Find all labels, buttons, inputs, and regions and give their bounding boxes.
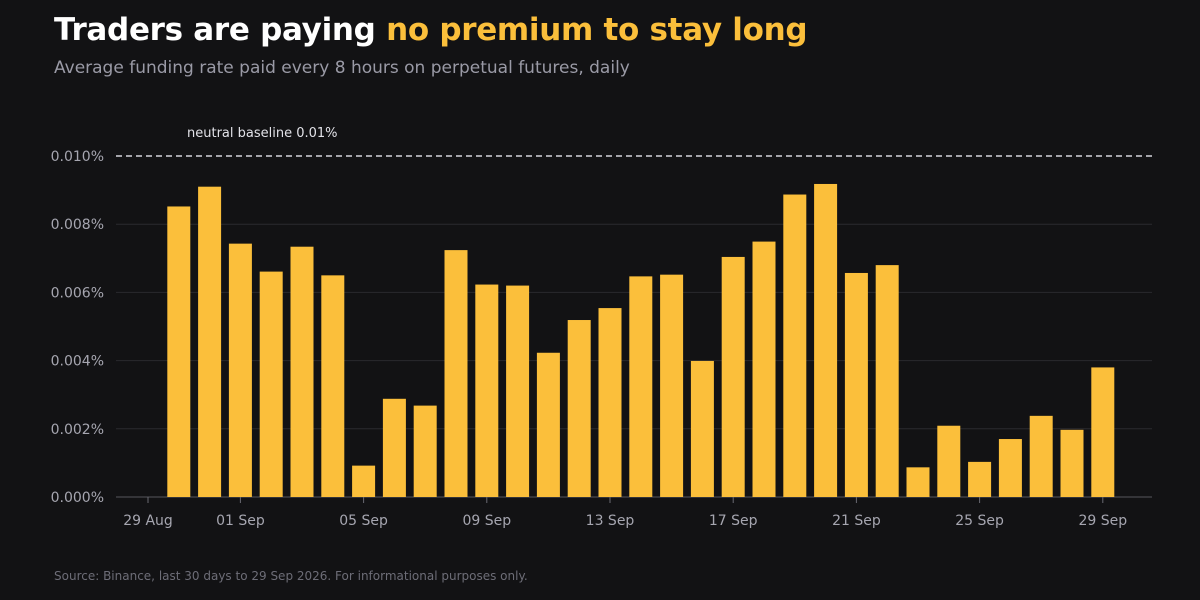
- bar: [844, 272, 868, 497]
- x-tick-label: 29 Aug: [123, 513, 173, 529]
- bar: [783, 194, 807, 497]
- bar: [1091, 367, 1115, 497]
- x-tick-label: 01 Sep: [216, 513, 265, 529]
- bar: [906, 467, 930, 497]
- bar-chart: 0.000% 0.002% 0.004% 0.006% 0.008% 0.010% neut…: [51, 126, 1152, 529]
- bar: [198, 186, 222, 497]
- y-tick-label: 0.006%: [51, 285, 104, 301]
- bar: [690, 360, 714, 497]
- bar: [167, 206, 191, 497]
- bar: [259, 271, 283, 497]
- bar: [752, 241, 776, 497]
- title-highlight: no premium to stay long: [386, 12, 808, 48]
- bar: [937, 425, 961, 497]
- bar: [721, 256, 745, 497]
- source-note: Source: Binance, last 30 days to 29 Sep …: [54, 569, 528, 583]
- bar: [352, 465, 376, 497]
- y-tick-label: 0.008%: [51, 217, 104, 233]
- x-tick-label: 25 Sep: [955, 513, 1004, 529]
- bar: [444, 250, 468, 497]
- x-tick-label: 29 Sep: [1078, 513, 1127, 529]
- bar: [629, 276, 653, 497]
- bar: [998, 439, 1022, 497]
- chart-title: Traders are paying no premium to stay lo…: [54, 12, 808, 48]
- bar: [875, 265, 899, 497]
- bar: [968, 461, 992, 497]
- bar: [660, 274, 684, 497]
- bar: [321, 275, 345, 497]
- bar: [290, 246, 314, 497]
- title-prefix: Traders are paying: [54, 12, 387, 48]
- bar: [475, 284, 499, 497]
- x-tick-label: 13 Sep: [586, 513, 635, 529]
- y-tick-label: 0.010%: [51, 149, 104, 165]
- bar: [413, 405, 437, 497]
- neutral-baseline-label: neutral baseline 0.01%: [187, 126, 338, 141]
- bar: [506, 285, 530, 497]
- x-tick-label: 17 Sep: [709, 513, 758, 529]
- y-tick-label: 0.000%: [51, 490, 104, 506]
- bar: [382, 398, 406, 497]
- x-tick-label: 21 Sep: [832, 513, 881, 529]
- x-tick-label: 09 Sep: [462, 513, 511, 529]
- bar: [1029, 415, 1053, 497]
- bar: [598, 308, 622, 497]
- bar: [814, 183, 838, 497]
- y-tick-label: 0.004%: [51, 354, 104, 370]
- bar: [567, 320, 591, 497]
- chart-subtitle: Average funding rate paid every 8 hours …: [54, 58, 630, 78]
- y-tick-label: 0.002%: [51, 422, 104, 438]
- bar: [536, 352, 560, 497]
- bar: [1060, 429, 1084, 497]
- bar: [228, 243, 252, 497]
- x-tick-label: 05 Sep: [339, 513, 388, 529]
